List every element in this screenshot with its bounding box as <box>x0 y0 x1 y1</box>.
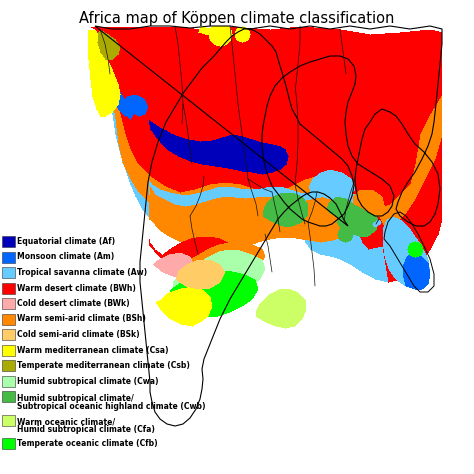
Text: Humid subtropical climate (Cwa): Humid subtropical climate (Cwa) <box>17 376 158 385</box>
Bar <box>2 252 15 263</box>
Text: Humid subtropical climate (Cfa): Humid subtropical climate (Cfa) <box>17 425 155 434</box>
Text: Tropical savanna climate (Aw): Tropical savanna climate (Aw) <box>17 268 147 277</box>
Text: Warm oceanic climate/: Warm oceanic climate/ <box>17 418 115 427</box>
Text: Temperate mediterranean climate (Csb): Temperate mediterranean climate (Csb) <box>17 361 190 370</box>
Text: Warm mediterranean climate (Csa): Warm mediterranean climate (Csa) <box>17 346 168 355</box>
Bar <box>2 267 15 278</box>
Text: Temperate oceanic climate (Cfb): Temperate oceanic climate (Cfb) <box>17 439 158 448</box>
Text: Cold semi-arid climate (BSk): Cold semi-arid climate (BSk) <box>17 330 140 339</box>
Bar <box>2 360 15 371</box>
Bar <box>2 283 15 293</box>
Text: Subtropical oceanic highland climate (Cwb): Subtropical oceanic highland climate (Cw… <box>17 402 206 411</box>
Bar <box>2 298 15 309</box>
Text: Equatorial climate (Af): Equatorial climate (Af) <box>17 237 115 246</box>
Bar <box>2 345 15 356</box>
Bar <box>2 313 15 325</box>
Text: Africa map of Köppen climate classification: Africa map of Köppen climate classificat… <box>79 11 395 26</box>
Text: Warm desert climate (BWh): Warm desert climate (BWh) <box>17 283 136 292</box>
Bar <box>2 375 15 386</box>
Text: Cold desert climate (BWk): Cold desert climate (BWk) <box>17 299 129 308</box>
Text: Warm semi-arid climate (BSh): Warm semi-arid climate (BSh) <box>17 315 146 323</box>
Text: Humid subtropical climate/: Humid subtropical climate/ <box>17 394 134 403</box>
Bar <box>2 391 15 402</box>
Bar <box>2 414 15 426</box>
Bar <box>2 438 15 449</box>
Text: Monsoon climate (Am): Monsoon climate (Am) <box>17 253 114 262</box>
Bar <box>2 236 15 247</box>
Bar <box>2 329 15 340</box>
